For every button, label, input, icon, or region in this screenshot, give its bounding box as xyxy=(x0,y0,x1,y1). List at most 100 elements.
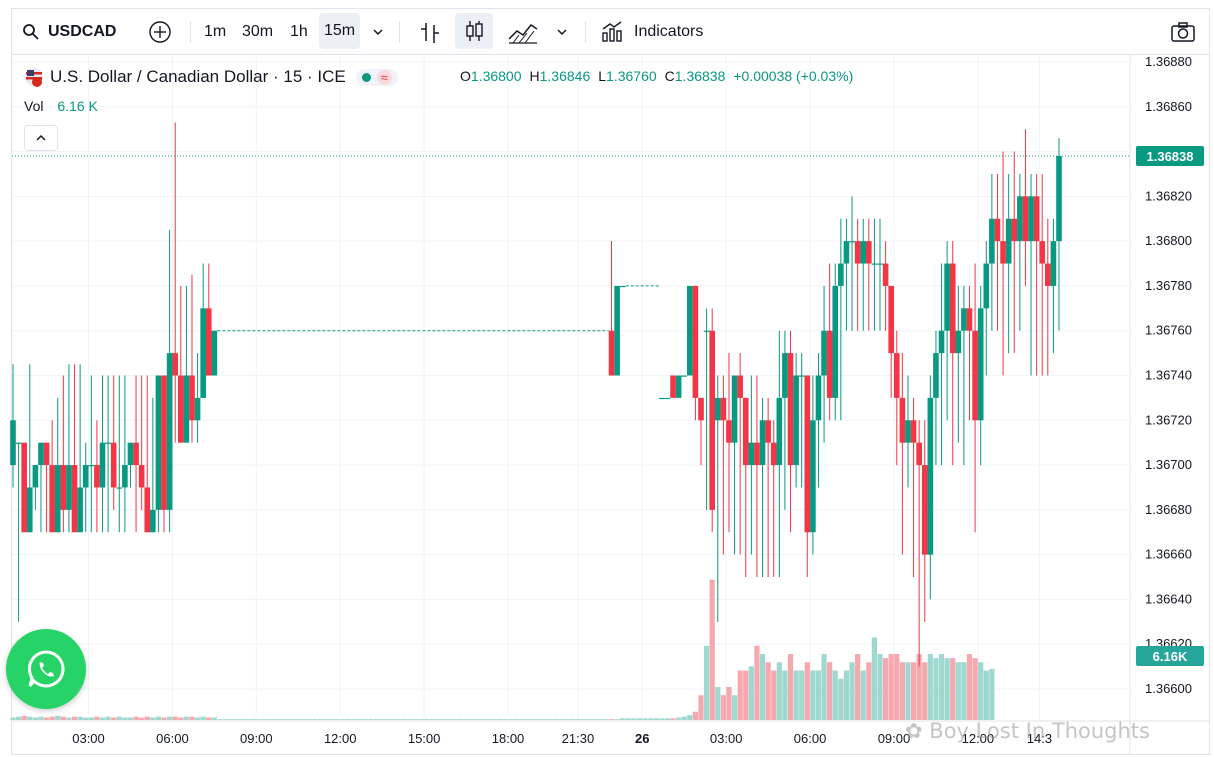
area-chart-type-button[interactable] xyxy=(507,9,539,54)
volume-bar xyxy=(150,717,156,720)
y-tick-label: 1.36700 xyxy=(1145,457,1192,472)
volume-bar xyxy=(49,716,55,720)
volume-bar xyxy=(32,717,38,720)
volume-bar xyxy=(715,687,721,720)
candle-body xyxy=(966,308,973,331)
volume-bar xyxy=(620,718,626,720)
y-tick-label: 1.36720 xyxy=(1145,412,1192,427)
candle-body xyxy=(742,397,749,466)
x-tick-label: 03:00 xyxy=(72,731,105,746)
compare-symbol-button[interactable] xyxy=(148,9,172,54)
candle-body xyxy=(94,465,100,488)
candle-body xyxy=(687,285,693,376)
volume-bar xyxy=(569,719,575,720)
chevron-up-icon xyxy=(36,134,46,141)
volume-bar xyxy=(424,719,430,720)
interval-15m[interactable]: 15m xyxy=(319,13,361,49)
candle-body xyxy=(944,263,950,331)
collapse-legend-button[interactable] xyxy=(24,125,58,151)
interval-1m[interactable]: 1m xyxy=(204,9,226,54)
bar-chart-type-button[interactable] xyxy=(417,9,443,54)
volume-bar xyxy=(955,662,961,720)
candle-body xyxy=(905,420,911,443)
volume-bar xyxy=(938,654,945,720)
indicators-button[interactable]: Indicators xyxy=(600,9,703,54)
volume-bar xyxy=(161,717,167,720)
volume-bar xyxy=(631,718,637,720)
x-tick-label: 12:00 xyxy=(962,731,995,746)
chart-type-dropdown[interactable] xyxy=(556,9,568,54)
watermark: ✿ Boy Lost In Thoughts xyxy=(905,719,1150,743)
interval-1h[interactable]: 1h xyxy=(290,9,308,54)
candle-body xyxy=(71,465,78,533)
symbol-search-button[interactable]: USDCAD xyxy=(22,9,116,54)
candle-body xyxy=(826,330,833,398)
candles-chart-type-button[interactable] xyxy=(455,13,493,49)
volume-bar xyxy=(687,715,693,720)
interval-dropdown[interactable] xyxy=(372,9,384,54)
volume-bar xyxy=(922,662,928,720)
time-axis[interactable]: 03:00 06:00 09:00 12:00 15:00 18:00 21:30 26 03:… xyxy=(72,731,1052,746)
candle-body xyxy=(770,442,777,466)
candle-body xyxy=(150,509,156,533)
whatsapp-button[interactable] xyxy=(6,629,86,709)
candlesticks xyxy=(10,122,1062,667)
volume-bar xyxy=(978,662,984,720)
snapshot-button[interactable] xyxy=(1170,9,1196,54)
y-tick-label: 1.36640 xyxy=(1145,591,1192,606)
candle-body xyxy=(720,397,727,421)
volume-bar xyxy=(217,719,223,720)
volume-bar xyxy=(586,719,592,720)
interval-30m[interactable]: 30m xyxy=(242,9,273,54)
candle-body xyxy=(949,263,956,354)
volume-bar xyxy=(799,670,805,720)
volume-bar xyxy=(787,654,794,720)
volume-bar xyxy=(340,719,346,720)
close-value: 1.36838 xyxy=(674,68,726,84)
candle-body xyxy=(670,375,676,398)
candle-body xyxy=(854,241,861,264)
candle-body xyxy=(66,465,72,510)
volume-bar xyxy=(474,719,480,720)
low-value: 1.36760 xyxy=(606,68,657,84)
volume-badge: 6.16K xyxy=(1136,646,1204,666)
candle-body xyxy=(731,375,738,443)
volume-bar xyxy=(726,687,732,720)
volume-bar xyxy=(88,717,94,720)
volume-bar xyxy=(357,719,363,720)
volume-bar xyxy=(866,662,872,720)
volume-bar xyxy=(429,719,436,720)
candle-body xyxy=(938,330,945,354)
volume-bar xyxy=(692,711,699,720)
volume-bar xyxy=(183,716,190,720)
volume-bar xyxy=(821,654,827,720)
candle-body xyxy=(10,420,16,466)
volume-bar xyxy=(295,719,301,720)
volume-bar xyxy=(720,695,726,720)
high-value: 1.36846 xyxy=(539,68,591,84)
candle-body xyxy=(189,375,195,421)
volume-bar xyxy=(245,719,251,720)
volume-bar xyxy=(933,658,939,720)
volume-bar xyxy=(653,718,659,720)
volume-bar xyxy=(950,658,956,720)
candle-body xyxy=(116,487,123,489)
volume-bar xyxy=(452,719,458,720)
y-tick-label: 1.36860 xyxy=(1145,99,1192,114)
candle-body xyxy=(1017,196,1023,242)
volume-bar xyxy=(972,658,978,720)
volume-bar xyxy=(558,719,564,720)
whatsapp-icon xyxy=(27,650,65,688)
volume-bar xyxy=(362,719,368,720)
ohlc-bars-icon xyxy=(421,22,439,43)
volume-bar xyxy=(905,662,911,720)
candle-body xyxy=(866,241,872,264)
candle-body xyxy=(32,465,39,488)
volume-bar xyxy=(122,717,128,720)
volume-bar xyxy=(60,716,66,720)
volume-bar xyxy=(827,662,833,720)
market-status[interactable]: ≈ xyxy=(355,68,398,86)
volume-bar xyxy=(888,654,894,720)
candle-body xyxy=(821,330,827,376)
